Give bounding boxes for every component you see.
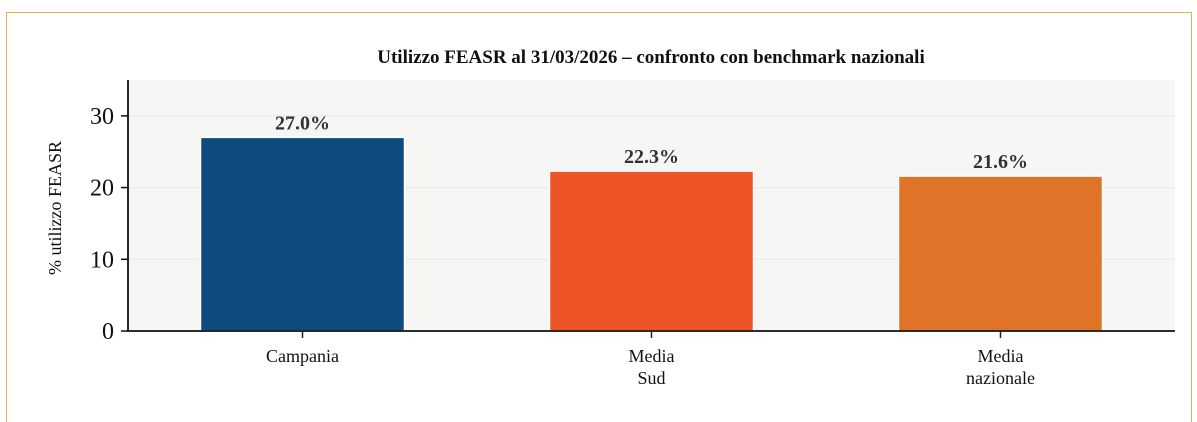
y-axis-label: % utilizzo FEASR [45, 141, 65, 275]
y-tick-label: 0 [102, 319, 114, 345]
bars [199, 136, 1104, 332]
x-tick-label: Media nazionale [966, 346, 1035, 388]
x-tick-label: Media Sud [629, 346, 675, 388]
bar-value-label: 27.0% [275, 112, 330, 134]
x-tick-label: Campania [266, 346, 339, 366]
bar-value-label: 22.3% [624, 146, 679, 168]
y-tick-labels: 0 10 20 30 [90, 104, 114, 345]
bar [897, 175, 1104, 332]
bar-chart: 27.0% 22.3% 21.6% 0 10 20 30 Campania Media Sud… [45, 47, 1175, 388]
bar-value-label: 21.6% [973, 151, 1028, 173]
x-tick-labels: Campania Media Sud Media nazionale [266, 346, 1035, 388]
bar [548, 170, 755, 332]
chart-frame [6, 12, 1192, 422]
bar [199, 136, 406, 332]
axes [121, 80, 1175, 338]
chart-title: Utilizzo FEASR al 31/03/2026 – confronto… [377, 47, 924, 68]
y-tick-label: 10 [90, 247, 114, 273]
y-tick-label: 20 [90, 176, 114, 202]
y-tick-label: 30 [90, 104, 114, 130]
bar-value-labels: 27.0% 22.3% 21.6% [275, 112, 1028, 173]
